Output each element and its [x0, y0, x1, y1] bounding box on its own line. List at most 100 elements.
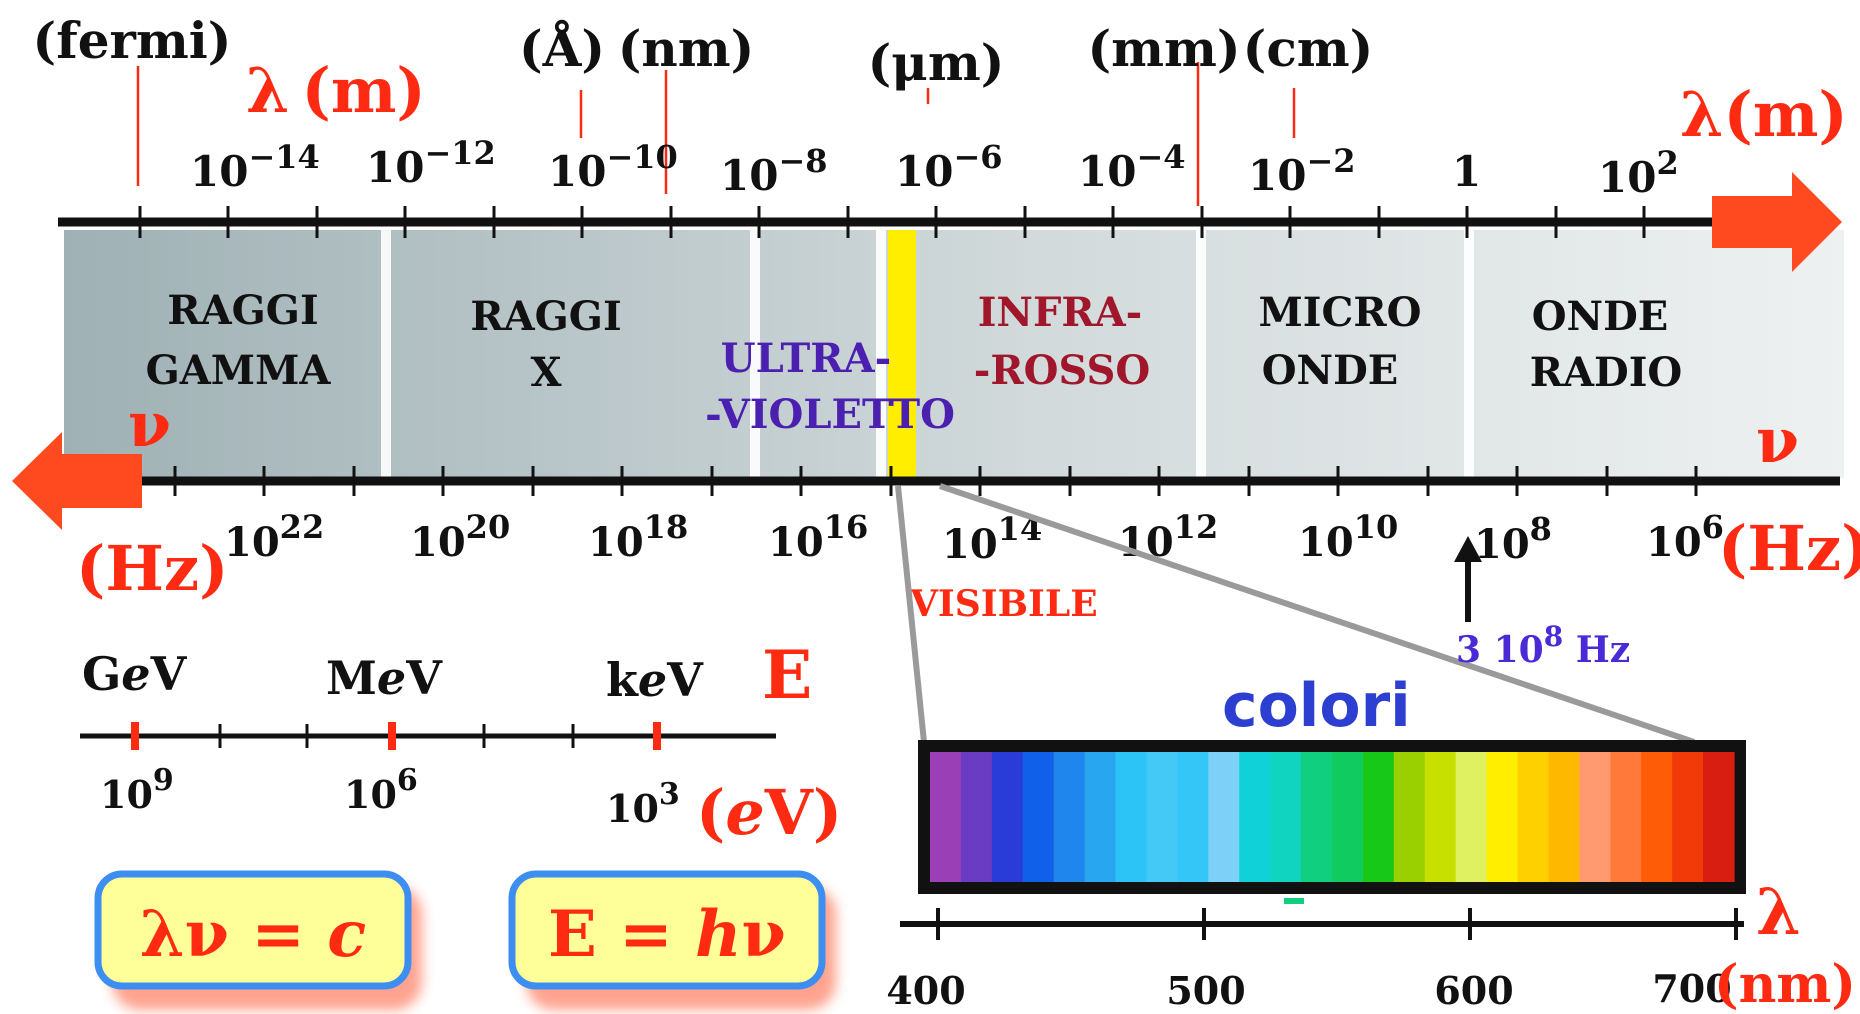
frequency-minor-ticks — [173, 466, 1698, 496]
spectrum-stripe — [1393, 752, 1426, 882]
energy-tick-label: 106 — [344, 763, 418, 817]
energy-tick-label: 109 — [100, 763, 174, 817]
band-micro-line1: MICRO — [1259, 289, 1422, 336]
energy-unit: (eV) — [696, 776, 842, 849]
wavelength-tick-label: 10−2 — [1248, 142, 1356, 200]
right-arrow-icon — [1712, 172, 1842, 272]
spectrum-stripe — [1239, 752, 1271, 882]
visible-band — [888, 230, 916, 478]
wavelength-symbol-top: λ (m) — [246, 54, 426, 127]
energy-unit-labels: GeV MeV keV — [82, 647, 704, 707]
wavelength-axis: (fermi) (Å) (nm) (μm) (mm) (cm) 10−14 10… — [33, 11, 1848, 272]
connector-right — [939, 483, 1695, 745]
frequency-tick-label: 108 — [1474, 510, 1552, 568]
spectrum-stripe — [1022, 752, 1055, 882]
up-arrow-icon — [1454, 536, 1482, 562]
left-arrow-icon — [12, 432, 142, 530]
spectrum-axis-symbol: λ — [1756, 875, 1801, 950]
wavelength-tick-label: 10−6 — [895, 138, 1003, 196]
formula-wave-relation: λν = c — [94, 870, 422, 1010]
spectrum-tick-label: 700 — [1652, 966, 1731, 1011]
visible-spectrum: colori 400 500 600 700 λ (nm) — [886, 671, 1856, 1014]
band-separator — [1196, 230, 1206, 478]
frequency-tick-label: 1014 — [942, 510, 1042, 568]
spectrum-stripe — [1517, 752, 1550, 882]
energy-unit-mev: MeV — [326, 651, 443, 705]
spectrum-stripe — [991, 752, 1024, 882]
spectrum-tick-label: 500 — [1166, 968, 1245, 1013]
spectrum-stripe — [960, 752, 993, 882]
band-separator — [876, 230, 886, 478]
spectrum-stripes — [930, 752, 1735, 882]
frequency-tick-label: 1010 — [1298, 508, 1398, 566]
spectrum-stripe — [1424, 752, 1457, 882]
band-ir-line2: -ROSSO — [974, 347, 1150, 394]
spectrum-tick-label: 600 — [1434, 968, 1513, 1013]
energy-major-tick — [388, 722, 396, 750]
wavelength-minor-ticks — [138, 206, 1646, 238]
spectrum-stripe — [1579, 752, 1611, 882]
formula-text: E = hν — [548, 897, 786, 972]
frequency-tick-label: 1020 — [410, 508, 510, 566]
unit-angstrom-label: (Å) — [519, 19, 605, 78]
spectrum-stripe — [1672, 752, 1704, 882]
spectrum-stripe — [1115, 752, 1148, 882]
energy-unit-gev: GeV — [82, 647, 188, 701]
frequency-tick-label: 1022 — [224, 508, 324, 566]
band-labels: RAGGI GAMMA RAGGI X ULTRA- -VIOLETTO INF… — [146, 287, 1683, 438]
band-x-line2: X — [530, 349, 561, 396]
energy-tick-label: 103 — [606, 777, 680, 831]
frequency-note-label: 3 108 Hz — [1456, 620, 1630, 671]
colori-title: colori — [1222, 671, 1411, 741]
band-separator — [1464, 230, 1474, 478]
spectrum-stripe — [1177, 752, 1209, 882]
band-radio-line2: RADIO — [1530, 349, 1683, 396]
band-radio-line1: ONDE — [1532, 293, 1669, 340]
band-separator — [750, 230, 760, 478]
frequency-unit-right: (Hz) — [1718, 512, 1860, 585]
band-gamma-line1: RAGGI — [167, 287, 318, 334]
spectrum-tick-labels: 400 500 600 700 — [886, 966, 1731, 1013]
spectrum-stripe — [1362, 752, 1395, 882]
spectrum-stripe — [1053, 752, 1086, 882]
formula-box — [94, 870, 412, 990]
spectrum-stripe — [1301, 752, 1333, 882]
spectrum-tick-label: 400 — [886, 968, 965, 1013]
wavelength-tick-label: 10−14 — [190, 138, 320, 196]
wavelength-tick-labels: 10−14 10−12 10−10 10−8 10−6 10−4 10−2 1 … — [190, 134, 1679, 202]
wavelength-unit-labels: (fermi) (Å) (nm) (μm) (mm) (cm) — [33, 11, 1374, 92]
frequency-unit-left: (Hz) — [76, 532, 228, 605]
spectrum-stripe — [1548, 752, 1580, 882]
spectrum-stripe — [1270, 752, 1302, 882]
band-background — [64, 230, 1844, 478]
energy-axis: GeV MeV keV 109 106 103 E (eV) — [80, 636, 842, 849]
spectrum-stripe — [1208, 752, 1240, 882]
unit-cm-label: (cm) — [1243, 19, 1374, 78]
band-gamma-line2: GAMMA — [146, 347, 332, 394]
visible-label: VISIBILE — [909, 583, 1098, 625]
unit-mm-label: (mm) — [1087, 19, 1240, 78]
band-micro-line2: ONDE — [1262, 347, 1399, 394]
frequency-tick-labels: 1022 1020 1018 1016 1014 1012 1010 108 1… — [224, 508, 1724, 568]
spectrum-stripe — [930, 752, 962, 882]
connector-left — [895, 485, 927, 743]
frequency-symbol-left: ν — [128, 388, 171, 461]
spectrum-stripe — [1610, 752, 1642, 882]
frequency-tick-label: 1016 — [768, 508, 868, 566]
unit-um-label: (μm) — [868, 33, 1005, 92]
band-uv-line1: ULTRA- — [721, 335, 891, 382]
energy-unit-kev: keV — [606, 653, 704, 707]
spectrum-stripe — [1146, 752, 1178, 882]
wavelength-symbol-right: λ(m) — [1680, 78, 1848, 151]
spectrum-axis-unit: (nm) — [1714, 954, 1856, 1014]
formula-energy-relation: E = hν — [508, 870, 836, 1010]
spectrum-stripe — [1455, 752, 1488, 882]
energy-symbol: E — [762, 636, 812, 714]
energy-minor-ticks — [218, 724, 575, 748]
wavelength-tick-label: 10−12 — [366, 134, 496, 192]
energy-major-tick — [131, 722, 139, 750]
frequency-tick-label: 1018 — [588, 508, 688, 566]
band-ir-line1: INFRA- — [978, 289, 1143, 336]
green-marker — [1284, 898, 1304, 904]
